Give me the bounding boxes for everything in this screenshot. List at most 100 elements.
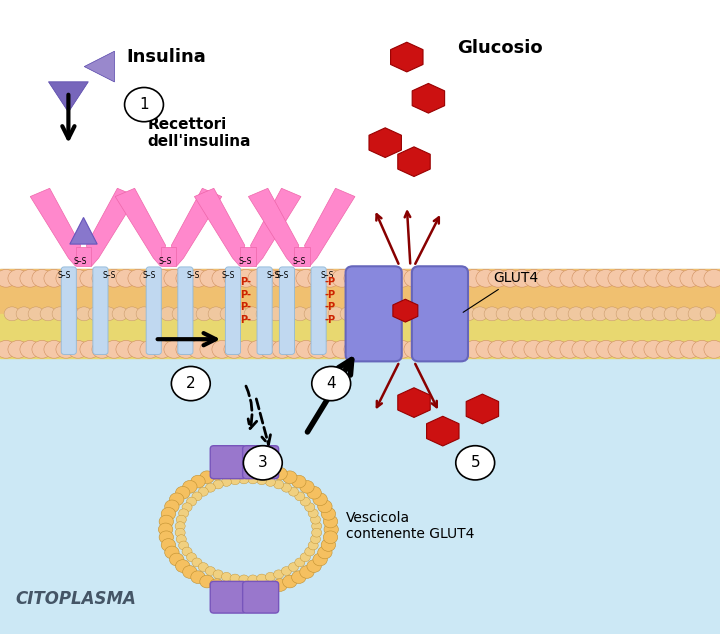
Text: -P: -P [325,277,336,287]
Text: -P: -P [325,302,336,313]
Circle shape [188,340,208,358]
Circle shape [56,269,76,287]
Circle shape [252,463,266,476]
Circle shape [161,507,176,520]
Circle shape [183,566,197,578]
Circle shape [241,463,256,476]
Circle shape [257,574,267,583]
Circle shape [199,575,214,588]
Circle shape [608,269,628,287]
Circle shape [308,269,328,287]
Circle shape [221,477,231,486]
Text: 5: 5 [470,455,480,470]
Circle shape [274,480,284,489]
Circle shape [104,269,124,287]
Circle shape [300,497,310,506]
Text: Glucosio: Glucosio [457,39,543,56]
Circle shape [500,269,520,287]
Circle shape [221,573,231,581]
Circle shape [164,269,184,287]
Circle shape [159,515,174,528]
Circle shape [608,340,628,358]
Circle shape [213,570,223,579]
Polygon shape [86,188,137,266]
Circle shape [318,500,332,513]
Circle shape [304,307,320,321]
Circle shape [152,340,172,358]
Circle shape [404,340,424,358]
Circle shape [294,492,305,501]
Circle shape [32,269,52,287]
Circle shape [196,307,212,321]
Circle shape [212,340,232,358]
Circle shape [572,269,592,287]
Circle shape [328,307,344,321]
Bar [0,269,720,314]
Circle shape [184,307,200,321]
Circle shape [252,583,266,595]
Polygon shape [397,147,431,176]
Text: CITOPLASMA: CITOPLASMA [16,590,137,608]
Text: S–S: S–S [159,257,172,266]
Circle shape [294,558,305,567]
Polygon shape [294,247,310,266]
Circle shape [182,547,192,556]
Circle shape [568,307,584,321]
Circle shape [312,522,322,531]
Circle shape [169,493,184,506]
Polygon shape [426,417,459,446]
Circle shape [140,269,160,287]
FancyBboxPatch shape [225,267,240,354]
Circle shape [165,500,179,513]
Circle shape [440,340,460,358]
Circle shape [312,366,351,401]
Circle shape [183,481,197,493]
Text: 4: 4 [326,376,336,391]
Circle shape [0,340,16,358]
Circle shape [176,515,186,524]
FancyBboxPatch shape [146,267,161,354]
Circle shape [676,307,692,321]
FancyBboxPatch shape [279,267,294,354]
Circle shape [652,307,668,321]
FancyBboxPatch shape [243,581,279,613]
Circle shape [460,307,476,321]
Circle shape [274,570,284,579]
Text: Insulina: Insulina [126,48,206,66]
Circle shape [323,515,338,528]
Circle shape [368,269,388,287]
Circle shape [280,307,296,321]
Circle shape [560,340,580,358]
Circle shape [32,340,52,358]
Circle shape [321,539,336,552]
Circle shape [164,340,184,358]
Circle shape [220,581,234,594]
Circle shape [592,307,608,321]
FancyBboxPatch shape [346,266,402,361]
Circle shape [400,307,416,321]
Circle shape [352,307,368,321]
Circle shape [596,269,616,287]
Circle shape [656,269,676,287]
Circle shape [376,307,392,321]
Circle shape [186,497,197,506]
Circle shape [165,546,179,559]
Text: 3: 3 [258,455,268,470]
Circle shape [632,269,652,287]
Polygon shape [251,188,301,266]
Circle shape [205,567,215,576]
Circle shape [128,269,148,287]
Circle shape [80,269,100,287]
Circle shape [200,340,220,358]
Polygon shape [194,188,245,266]
Circle shape [282,471,297,484]
Polygon shape [161,247,176,266]
Circle shape [44,340,64,358]
Text: S–S: S–S [292,257,305,266]
Circle shape [476,340,496,358]
Circle shape [159,531,174,543]
Circle shape [380,340,400,358]
Circle shape [440,269,460,287]
Circle shape [44,269,64,287]
Circle shape [524,269,544,287]
